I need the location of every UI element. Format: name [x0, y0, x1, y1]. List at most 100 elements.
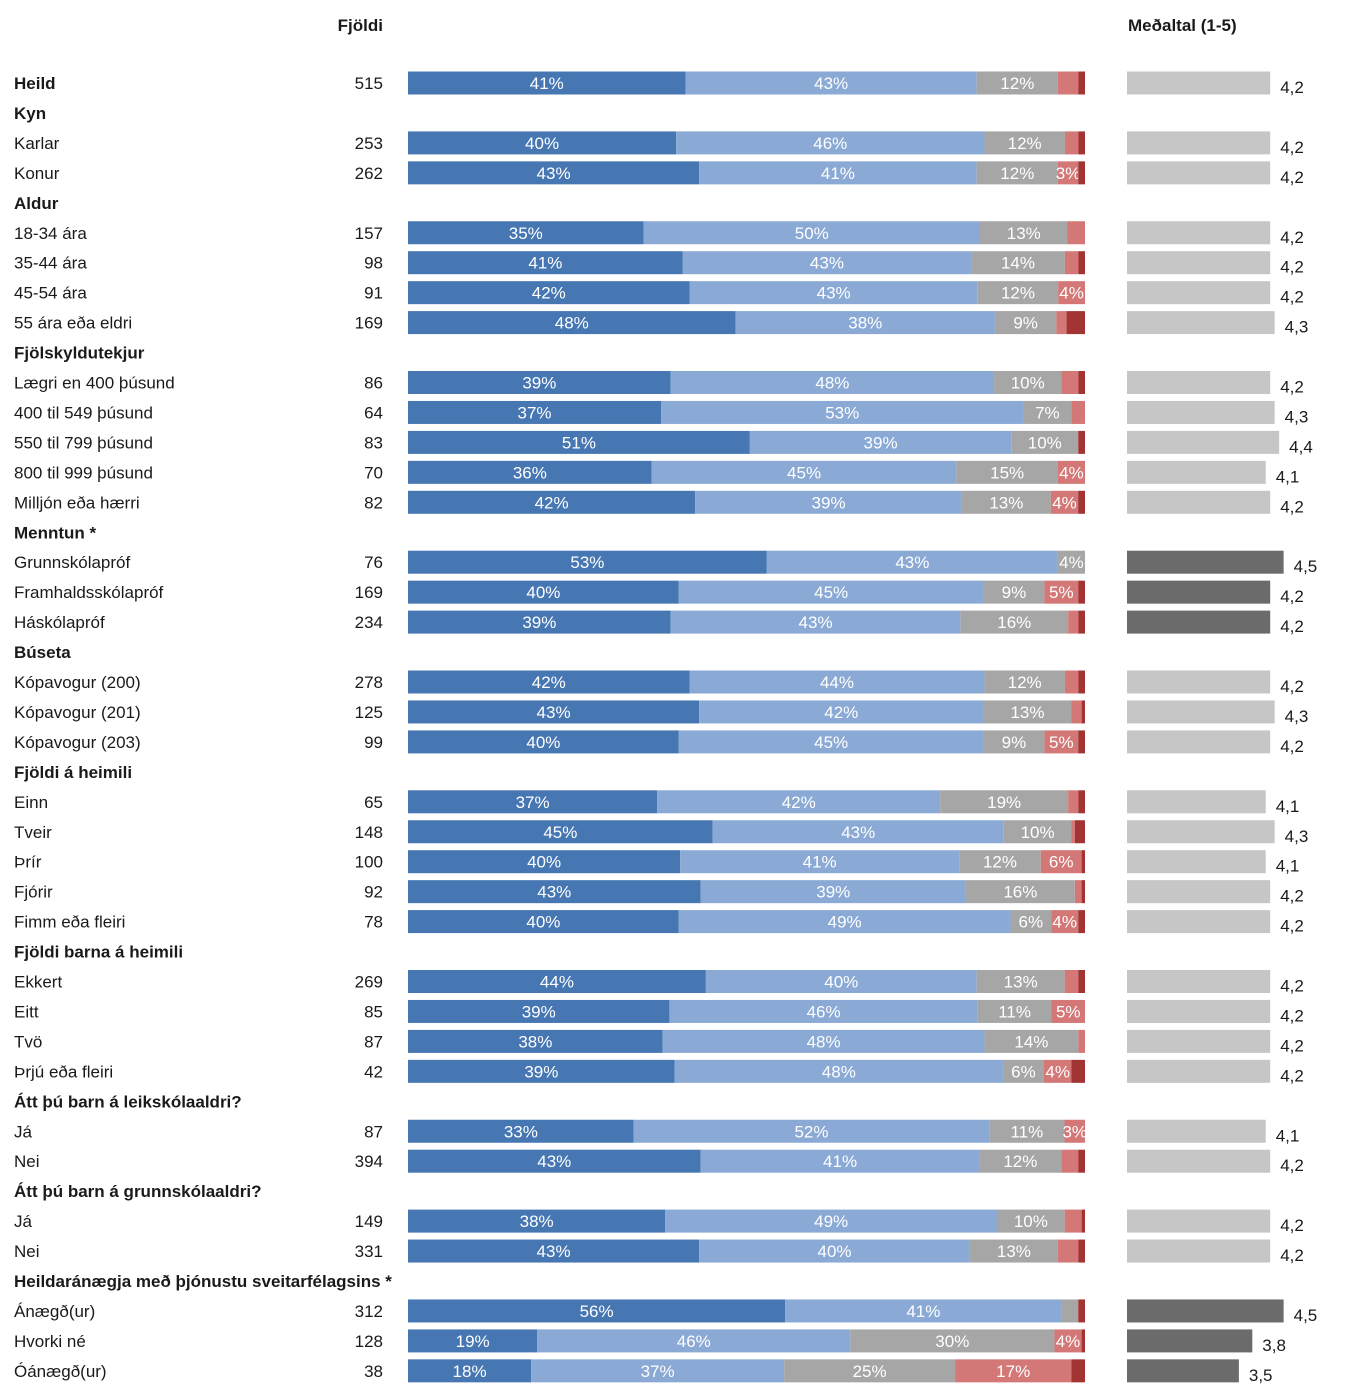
bar-segment — [408, 999, 670, 1023]
row-count: 87 — [364, 1122, 383, 1141]
bar-segment — [700, 880, 966, 904]
segment-label: 50% — [795, 224, 829, 243]
segment-label: 13% — [989, 493, 1023, 512]
bar-segment — [976, 970, 1065, 993]
bar-segment — [1078, 1239, 1085, 1263]
segment-label: 41% — [821, 164, 855, 183]
bar-segment — [1078, 71, 1085, 95]
segment-label: 12% — [1001, 284, 1035, 303]
row-count: 148 — [355, 823, 383, 842]
bar-segment — [657, 790, 941, 814]
bar-segment — [989, 1119, 1065, 1143]
row-count: 253 — [355, 134, 383, 153]
segment-label: 42% — [824, 703, 858, 722]
bar-segment — [1043, 1059, 1072, 1083]
segment-label: 39% — [522, 374, 556, 393]
segment-label: 18% — [453, 1362, 487, 1381]
row-count: 331 — [355, 1242, 383, 1261]
mean-value: 4,2 — [1280, 887, 1304, 906]
bar-segment — [662, 1029, 985, 1053]
segment-label: 13% — [1007, 224, 1041, 243]
group-label: Búseta — [14, 643, 71, 662]
segment-label: 43% — [895, 553, 929, 572]
row-count: 87 — [364, 1032, 383, 1051]
row-label: Fimm eða fleiri — [14, 913, 125, 932]
mean-bar — [1127, 910, 1271, 934]
segment-label: 43% — [817, 284, 851, 303]
segment-label: 12% — [1000, 164, 1034, 183]
row-count: 86 — [364, 374, 383, 393]
row-label: Einn — [14, 793, 48, 812]
bar-segment — [408, 1299, 786, 1323]
bar-segment — [977, 999, 1052, 1023]
group-label: Fjöldi á heimili — [14, 763, 132, 782]
segment-label: 41% — [906, 1302, 940, 1321]
bar-segment — [685, 71, 977, 95]
bar-segment — [959, 850, 1041, 874]
segment-label: 33% — [504, 1122, 538, 1141]
bar-segment — [979, 1149, 1062, 1173]
bar-segment — [1078, 910, 1085, 934]
chart-row: Karlar 253 40% 46% 12% 4,2 — [14, 131, 1304, 157]
bar-segment — [689, 670, 985, 694]
bar-segment — [1057, 71, 1079, 95]
segment-label: 45% — [814, 733, 848, 752]
bar-segment — [695, 490, 962, 514]
segment-label: 49% — [814, 1212, 848, 1231]
group-label: Menntun * — [14, 523, 97, 542]
segment-label: 4% — [1056, 1332, 1081, 1351]
segment-label: 51% — [562, 433, 596, 452]
mean-bar — [1127, 820, 1275, 844]
row-label: Hvorki né — [14, 1332, 86, 1351]
segment-label: 48% — [807, 1032, 841, 1051]
row-count: 125 — [355, 703, 383, 722]
segment-label: 5% — [1056, 1002, 1081, 1021]
segment-label: 45% — [814, 583, 848, 602]
mean-bar — [1127, 880, 1271, 904]
bar-segment — [651, 460, 957, 484]
segment-label: 49% — [828, 913, 862, 932]
mean-bar — [1127, 251, 1271, 275]
bar-segment — [678, 730, 984, 754]
mean-value: 4,2 — [1280, 288, 1304, 307]
segment-label: 41% — [803, 853, 837, 872]
bar-segment — [1064, 131, 1079, 155]
row-count: 82 — [364, 493, 383, 512]
mean-value: 4,2 — [1280, 378, 1304, 397]
mean-bar — [1127, 580, 1271, 604]
segment-label: 43% — [799, 613, 833, 632]
mean-bar — [1127, 311, 1275, 335]
segment-label: 48% — [555, 314, 589, 333]
bar-segment — [1011, 430, 1079, 454]
bar-segment — [1078, 161, 1085, 185]
mean-value: 4,2 — [1280, 587, 1304, 606]
row-count: 98 — [364, 254, 383, 273]
segment-label: 45% — [543, 823, 577, 842]
bar-segment — [408, 490, 696, 514]
group-header: Aldur — [14, 194, 59, 213]
mean-value: 4,2 — [1280, 168, 1304, 187]
bar-segment — [670, 610, 961, 634]
chart-row: Já 149 38% 49% 10% 4,2 — [14, 1209, 1304, 1235]
bar-segment — [785, 1299, 1062, 1323]
group-header: Heildaránægja með þjónustu sveitarfélags… — [14, 1272, 392, 1291]
bar-segment — [1056, 311, 1067, 335]
bar-segment — [408, 281, 690, 305]
bar-segment — [1074, 880, 1082, 904]
bar-segment — [674, 1059, 1003, 1083]
mean-bar — [1127, 1359, 1239, 1383]
segment-label: 9% — [1002, 733, 1027, 752]
segment-label: 4% — [1045, 1062, 1070, 1081]
bar-segment — [408, 670, 690, 694]
bar-segment — [971, 251, 1065, 275]
segment-label: 42% — [782, 793, 816, 812]
segment-label: 56% — [580, 1302, 614, 1321]
bar-segment — [408, 1329, 538, 1353]
chart-row: 35-44 ára 98 41% 43% 14% 4,2 — [14, 251, 1304, 277]
segment-label: 48% — [822, 1062, 856, 1081]
row-label: Heild — [14, 74, 56, 93]
chart-row: 18-34 ára 157 35% 50% 13% 4,2 — [14, 221, 1304, 247]
bar-segment — [408, 850, 681, 874]
bar-segment — [1057, 550, 1085, 574]
